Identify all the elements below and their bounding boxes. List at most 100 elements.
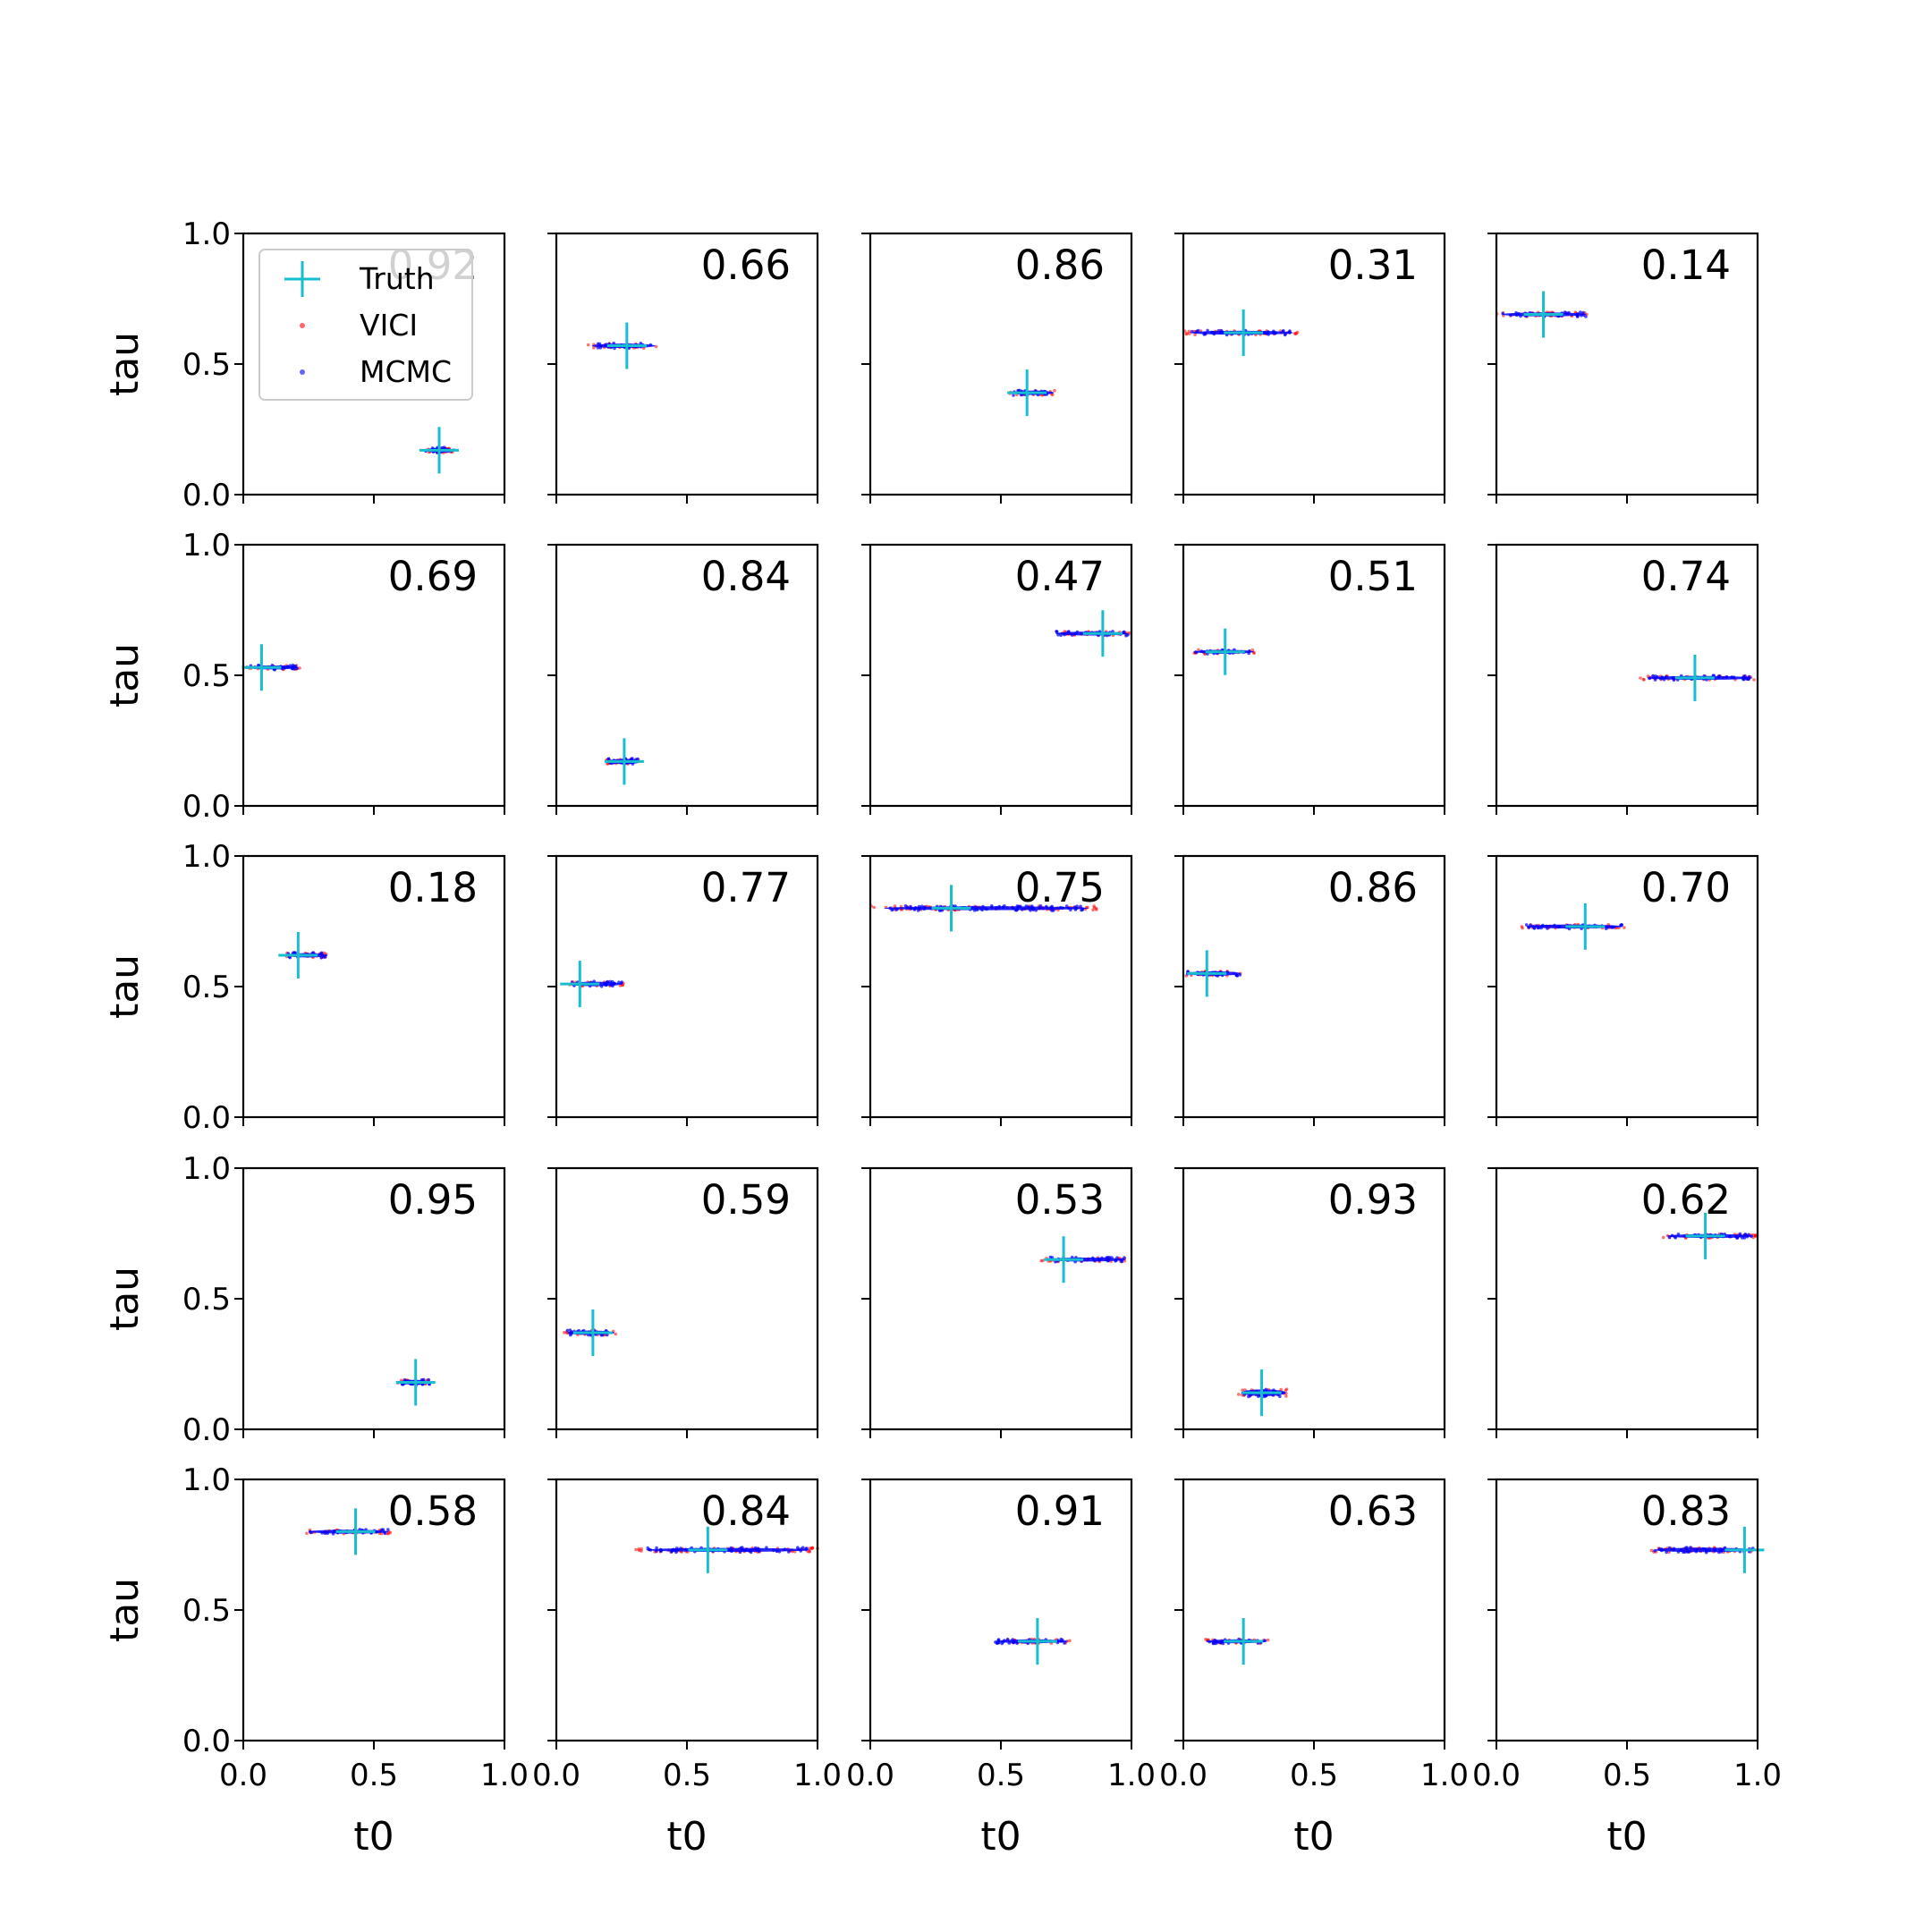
mcmc-point (1519, 314, 1522, 318)
overlap-value: 0.95 (388, 1176, 478, 1224)
mcmc-point (1713, 1549, 1717, 1553)
mcmc-point (1193, 650, 1198, 654)
mcmc-point (1059, 633, 1063, 638)
vici-point (1521, 926, 1524, 930)
mcmc-point (1056, 632, 1060, 637)
mcmc-point (1501, 311, 1504, 316)
mcmc-point (729, 1546, 733, 1550)
vici-point (1039, 1258, 1043, 1263)
mcmc-point (1011, 906, 1014, 910)
x-tick-label: 0.5 (350, 1758, 398, 1793)
mcmc-point (1564, 311, 1569, 316)
mcmc-point (1264, 1394, 1268, 1398)
vici-point (1295, 330, 1300, 335)
mcmc-point (1653, 1549, 1657, 1553)
mcmc-point (1070, 1255, 1074, 1259)
mcmc-point (286, 665, 290, 669)
mcmc-point (775, 1549, 779, 1554)
y-axis-title: tau (102, 643, 148, 708)
mcmc-point (990, 904, 994, 908)
mcmc-point (1063, 1641, 1066, 1645)
mcmc-point (1546, 927, 1549, 930)
overlap-value: 0.86 (1328, 864, 1418, 911)
mcmc-point (1665, 674, 1668, 679)
vici-point (1753, 1233, 1758, 1238)
mcmc-point (1514, 310, 1518, 315)
mcmc-point (605, 983, 608, 987)
x-tick-label: 0.5 (1290, 1758, 1338, 1793)
x-axis-title: t0 (666, 1814, 707, 1860)
legend-label: MCMC (360, 354, 452, 389)
mcmc-point (1581, 310, 1585, 315)
mcmc-point (1604, 927, 1608, 931)
mcmc-point (280, 666, 284, 671)
panel-11: 0.0 0.5 1.0 tau 0.18 (102, 839, 506, 1136)
mcmc-point (910, 907, 913, 911)
overlap-value: 0.93 (1328, 1176, 1418, 1224)
vici-point (1284, 1388, 1288, 1393)
y-tick-label: 0.0 (182, 1412, 231, 1448)
mcmc-point (364, 1528, 368, 1531)
panel-8: 0.47 (861, 543, 1133, 815)
x-axis-title: t0 (353, 1814, 394, 1860)
mcmc-point (648, 343, 653, 347)
mcmc-point (783, 1547, 787, 1551)
mcmc-point (1743, 1233, 1747, 1236)
mcmc-point (1090, 1256, 1095, 1260)
vici-point (1094, 908, 1098, 911)
mcmc-point (772, 1548, 775, 1553)
y-tick-label: 0.5 (182, 1593, 231, 1629)
vici-point (1266, 1638, 1270, 1642)
mcmc-point (1237, 1637, 1241, 1641)
vici-point (592, 346, 596, 350)
mcmc-point (922, 907, 927, 911)
mcmc-point (320, 1531, 324, 1535)
mcmc-point (1031, 906, 1036, 911)
vici-point (808, 1546, 812, 1550)
mcmc-point (319, 956, 324, 960)
mcmc-point (1186, 970, 1190, 973)
mcmc-point (1208, 1640, 1211, 1644)
mcmc-point (1509, 313, 1513, 318)
mcmc-point (1532, 926, 1536, 930)
mcmc-point (383, 1530, 386, 1534)
y-tick-label: 0.5 (182, 970, 231, 1005)
mcmc-point (565, 1328, 570, 1333)
mcmc-point (683, 1547, 688, 1552)
vici-point (1091, 908, 1095, 911)
mcmc-point (1003, 1639, 1006, 1642)
mcmc-point (631, 762, 635, 766)
mcmc-point (606, 757, 611, 761)
mcmc-point (1660, 1548, 1665, 1552)
mcmc-point (1106, 1258, 1110, 1263)
mcmc-point (331, 1532, 335, 1536)
vici-point (1642, 678, 1646, 682)
panel-12: 0.77 (547, 854, 819, 1126)
mcmc-point (996, 1639, 1000, 1642)
mcmc-point (1221, 331, 1224, 335)
vici-point (305, 1531, 309, 1536)
mcmc-point (1651, 674, 1655, 678)
mcmc-point (894, 907, 898, 911)
mcmc-point (1281, 1391, 1285, 1394)
mcmc-point (1014, 908, 1019, 912)
overlap-value: 0.91 (1015, 1487, 1105, 1535)
mcmc-point (765, 1546, 768, 1549)
mcmc-point (1735, 1236, 1739, 1240)
mcmc-point (1672, 1547, 1675, 1552)
mcmc-point (1667, 1235, 1672, 1240)
x-tick-label: 0.0 (219, 1758, 267, 1793)
mcmc-point (753, 1546, 758, 1550)
x-axis-title: t0 (1293, 1814, 1334, 1860)
mcmc-point (1536, 926, 1540, 930)
vici-point (1752, 678, 1756, 682)
panel-3: 0.86 (861, 232, 1133, 504)
vici-point (586, 343, 590, 347)
mcmc-point (804, 1547, 808, 1552)
panel-14: 0.86 (1174, 854, 1446, 1126)
vici-point (893, 904, 897, 908)
panel-9: 0.51 (1174, 543, 1446, 815)
y-tick-label: 0.5 (182, 347, 231, 383)
